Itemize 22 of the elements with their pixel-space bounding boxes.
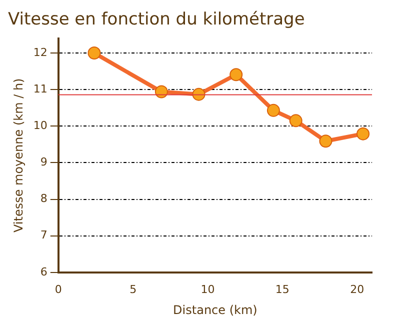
x-tick-label: 20 [350, 282, 364, 296]
y-tick-label: 7 [40, 228, 48, 242]
x-tick-label: 10 [200, 282, 215, 296]
y-tick-label: 10 [33, 119, 48, 132]
point [230, 68, 243, 82]
y-tick-label: 12 [33, 46, 48, 59]
y-tick-label: 11 [33, 82, 48, 96]
y-tick-label: 6 [40, 265, 48, 278]
x-axis-title: Distance (km) [173, 302, 258, 317]
x-tick-label: 5 [130, 282, 137, 296]
x-tick-label: 0 [54, 282, 62, 296]
point [319, 134, 332, 148]
point [88, 46, 101, 60]
point [154, 85, 168, 98]
x-tick-label: 15 [275, 282, 290, 296]
y-tick-label: 8 [40, 192, 48, 206]
y-tick-label: 9 [40, 156, 48, 169]
chart-title: Vitesse en fonction du kilométrage [8, 10, 305, 30]
point [356, 127, 370, 140]
point [266, 104, 280, 117]
point [289, 114, 302, 128]
y-axis-title: Vitesse moyenne (km / h) [11, 78, 26, 233]
